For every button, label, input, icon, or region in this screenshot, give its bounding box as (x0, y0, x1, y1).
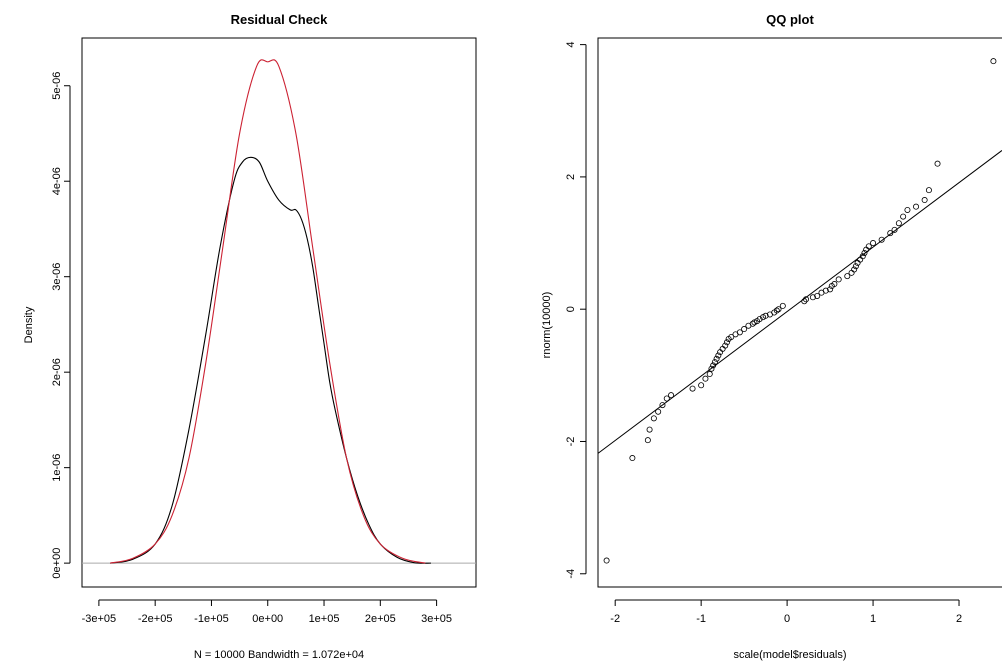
right-x-tick-label: 2 (956, 613, 962, 625)
left-x-tick-label: 2e+05 (365, 613, 396, 625)
right-y-tick-label: 0 (565, 306, 577, 312)
residual-density-line (110, 156, 431, 564)
qq-point (904, 206, 911, 213)
qq-point (741, 326, 748, 333)
right-plot-area: -2 -1 0 1 2 -4 -2 0 2 4 (565, 37, 1002, 625)
left-y-tick-label: 2e-06 (51, 358, 63, 386)
qq-point (711, 359, 718, 366)
qq-point (749, 320, 756, 327)
qq-point (779, 302, 786, 309)
qq-point (698, 382, 705, 389)
qq-point (921, 197, 928, 204)
right-x-tick-label: 1 (870, 613, 876, 625)
qq-point (708, 365, 715, 372)
qq-point (659, 402, 666, 409)
right-plot-frame (597, 37, 1002, 588)
left-chart-title: Residual Check (231, 12, 329, 27)
qq-point (629, 455, 636, 462)
left-x-tick-label: -2e+05 (138, 613, 173, 625)
qq-point (603, 557, 610, 564)
qq-point (728, 333, 735, 340)
qq-point (887, 230, 894, 237)
qq-point (859, 253, 866, 260)
qq-point (861, 249, 868, 256)
qq-point (756, 316, 763, 323)
qq-point (895, 220, 902, 227)
qq-point (773, 307, 780, 314)
qq-point (870, 240, 877, 247)
right-y-axis-label: rnorm(10000) (541, 292, 553, 359)
qq-reference-line (597, 150, 1002, 454)
qq-point (852, 263, 859, 270)
qq-point (865, 243, 872, 250)
qq-point (668, 392, 675, 399)
normal-density-line (110, 59, 426, 564)
qq-point (851, 266, 858, 273)
left-x-axis-label: N = 10000 Bandwidth = 1.072e+04 (194, 649, 364, 661)
qq-point (646, 426, 653, 433)
right-y-tick-label: 2 (565, 174, 577, 180)
left-plot-area: -3e+05 -2e+05 -1e+05 0e+00 1e+05 2e+05 3e+05 0e… (51, 59, 476, 625)
qq-point (762, 312, 769, 319)
qq-point (715, 352, 722, 359)
right-y-tick-label: -2 (565, 437, 577, 447)
left-y-tick-label: 3e-06 (51, 263, 63, 291)
right-x-tick-label: -1 (696, 613, 706, 625)
qq-point (900, 213, 907, 220)
qq-point (702, 375, 709, 382)
qq-point (878, 236, 885, 243)
qq-point (689, 385, 696, 392)
left-y-axis-label: Density (23, 306, 35, 343)
qq-point (925, 187, 932, 194)
qq-point (713, 355, 720, 362)
qq-point (831, 281, 838, 288)
qq-point (722, 342, 729, 349)
qq-point (809, 294, 816, 301)
qq-point (913, 203, 920, 210)
left-y-tick-label: 0e+00 (51, 548, 63, 579)
qq-point (891, 226, 898, 233)
right-x-tick-label: 0 (784, 613, 790, 625)
qq-point (650, 415, 657, 422)
qq-point (990, 58, 997, 65)
qq-point (814, 292, 821, 299)
left-y-tick-label: 5e-06 (51, 72, 63, 100)
right-x-axis-label: scale(model$residuals) (733, 649, 846, 661)
qq-point (644, 437, 651, 444)
qq-point (775, 306, 782, 313)
left-x-tick-label: -3e+05 (82, 613, 117, 625)
qq-point (801, 298, 808, 305)
qq-point (736, 329, 743, 336)
qq-point (835, 276, 842, 283)
right-chart-title: QQ plot (766, 12, 814, 27)
left-y-tick-label: 4e-06 (51, 167, 63, 195)
qq-point (822, 287, 829, 294)
qq-point (706, 371, 713, 378)
left-y-tick-label: 1e-06 (51, 454, 63, 482)
left-plot-frame (81, 37, 477, 588)
qq-point (934, 160, 941, 167)
left-x-tick-label: 3e+05 (421, 613, 452, 625)
qq-point (710, 362, 717, 369)
qq-point (723, 339, 730, 346)
left-x-tick-label: 1e+05 (309, 613, 340, 625)
left-x-tick-label: 0e+00 (252, 613, 283, 625)
qq-point (803, 296, 810, 303)
qq-point (655, 408, 662, 415)
qq-point (663, 395, 670, 402)
right-y-tick-label: -4 (565, 569, 577, 579)
left-x-tick-label: -1e+05 (194, 613, 229, 625)
right-y-tick-label: 4 (565, 42, 577, 48)
right-x-tick-label: -2 (610, 613, 620, 625)
qq-point (827, 286, 834, 293)
qq-point (844, 273, 851, 280)
